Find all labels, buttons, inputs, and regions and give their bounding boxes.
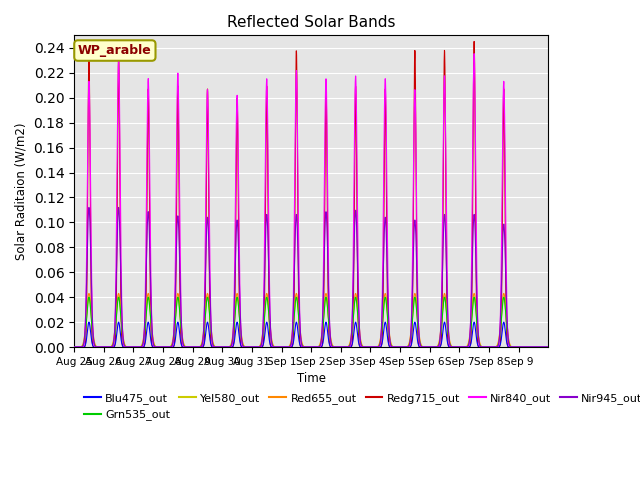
Legend: Blu475_out, Grn535_out, Yel580_out, Red655_out, Redg715_out, Nir840_out, Nir945_: Blu475_out, Grn535_out, Yel580_out, Red6… <box>80 388 640 425</box>
Text: WP_arable: WP_arable <box>78 44 152 57</box>
Y-axis label: Solar Raditaion (W/m2): Solar Raditaion (W/m2) <box>15 122 28 260</box>
Title: Reflected Solar Bands: Reflected Solar Bands <box>227 15 396 30</box>
X-axis label: Time: Time <box>297 372 326 385</box>
